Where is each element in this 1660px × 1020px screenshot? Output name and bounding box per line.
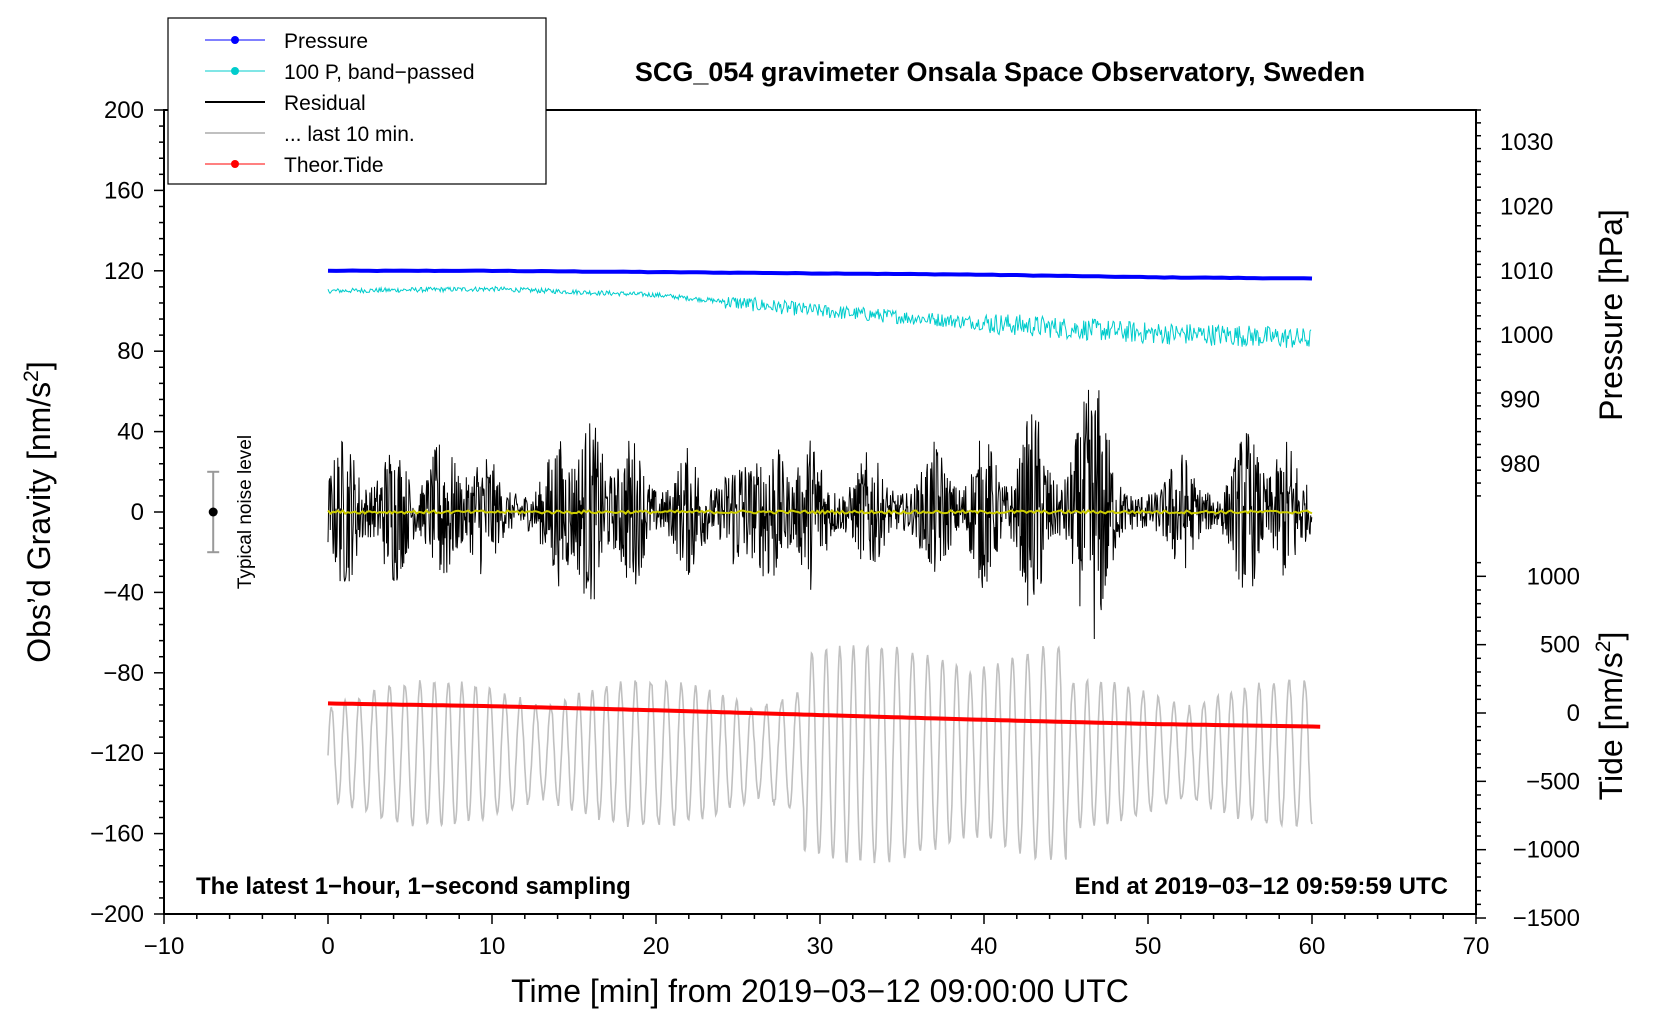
- smoothed-residual-series: [327, 509, 1313, 516]
- y-tick-label: −80: [103, 660, 144, 687]
- legend-label-last-10-min: ... last 10 min.: [284, 123, 415, 146]
- y-tick-label: 80: [117, 338, 144, 365]
- legend: Pressure 100 P, band−passed Residual ...…: [167, 17, 547, 185]
- pressure-tick-label: 1000: [1500, 322, 1553, 349]
- pressure-line: [327, 268, 1313, 281]
- last-10-min-line: [327, 644, 1313, 864]
- last-10-min-series: [327, 644, 1313, 864]
- band-passed-line: [327, 285, 1312, 348]
- legend-item-residual: Residual: [205, 92, 366, 115]
- pressure-tick-label: 990: [1500, 386, 1540, 413]
- tide-tick-label: 1000: [1527, 563, 1580, 590]
- y-tick-label: −200: [90, 901, 144, 928]
- x-tick-label: 70: [1463, 933, 1490, 960]
- y-tick-label: 0: [131, 499, 144, 526]
- legend-marker-band-passed: [231, 67, 239, 75]
- y-tick-label: 40: [117, 419, 144, 446]
- x-tick-label: 0: [321, 933, 334, 960]
- noise-center-dot: [208, 507, 218, 517]
- theor-tide-line: [327, 701, 1321, 729]
- legend-marker-pressure: [231, 36, 239, 44]
- tide-tick-label: 500: [1540, 632, 1580, 659]
- pressure-tick-label: 1030: [1500, 129, 1553, 156]
- legend-box: [167, 17, 547, 185]
- y-tick-label: −160: [90, 821, 144, 848]
- pressure-tick-label: 980: [1500, 451, 1540, 478]
- legend-item-band-passed: 100 P, band−passed: [205, 61, 475, 84]
- pressure-axis-ticks: 980 990 1000 1010 1020 1030: [1476, 109, 1553, 497]
- y-tick-label: 200: [104, 97, 144, 124]
- x-tick-label: 10: [479, 933, 506, 960]
- chart-title: SCG_054 gravimeter Onsala Space Observat…: [635, 57, 1365, 87]
- legend-label-residual: Residual: [284, 92, 366, 115]
- noise-level-label: Typical noise level: [235, 435, 256, 589]
- tide-tick-label: −500: [1526, 768, 1580, 795]
- y-tick-label: −120: [90, 740, 144, 767]
- pressure-tick-label: 1020: [1500, 193, 1553, 220]
- smoothed-residual-line: [327, 509, 1313, 516]
- legend-item-last-10-min: ... last 10 min.: [205, 123, 415, 146]
- tide-tick-label: −1500: [1513, 905, 1580, 932]
- theoretical-tide-series: [327, 701, 1321, 729]
- x-axis-label: Time [min] from 2019−03−12 09:00:00 UTC: [511, 973, 1129, 1009]
- y-axis-label-tide: Tide [nm/s2]: [1592, 632, 1629, 801]
- y-tick-label: 120: [104, 258, 144, 285]
- y-tick-label: −40: [103, 579, 144, 606]
- tide-axis-ticks: −1500 −1000 −500 0 500 1000: [1476, 561, 1580, 932]
- x-tick-label: 40: [971, 933, 998, 960]
- y-axis-label-pressure: Pressure [hPa]: [1593, 209, 1629, 421]
- legend-label-pressure: Pressure: [284, 30, 368, 53]
- pressure-series: [327, 268, 1313, 281]
- end-time-note: End at 2019−03−12 09:59:59 UTC: [1074, 873, 1448, 900]
- pressure-tick-label: 1010: [1500, 258, 1553, 285]
- noise-level-indicator: Typical noise level: [207, 435, 256, 589]
- x-tick-label: −10: [144, 933, 185, 960]
- x-tick-label: 20: [643, 933, 670, 960]
- residual-line: [327, 389, 1313, 640]
- legend-label-theor-tide: Theor.Tide: [284, 154, 384, 177]
- y-tick-label: 160: [104, 177, 144, 204]
- x-axis-ticks: −10 0 10 20 30 40 50 60 70: [144, 914, 1490, 960]
- residual-series: [327, 389, 1313, 640]
- x-tick-label: 60: [1299, 933, 1326, 960]
- y-axis-label-left: Obs’d Gravity [nm/s2]: [20, 361, 57, 663]
- x-tick-label: 30: [807, 933, 834, 960]
- legend-item-theor-tide: Theor.Tide: [205, 154, 384, 177]
- legend-label-band-passed: 100 P, band−passed: [284, 61, 475, 84]
- legend-marker-theor-tide: [231, 160, 239, 168]
- tide-tick-label: −1000: [1513, 837, 1580, 864]
- band-passed-pressure-series: [327, 285, 1312, 348]
- legend-item-pressure: Pressure: [205, 30, 368, 53]
- x-tick-label: 50: [1135, 933, 1162, 960]
- tide-tick-label: 0: [1567, 700, 1580, 727]
- sampling-note: The latest 1−hour, 1−second sampling: [196, 873, 631, 900]
- y-axis-ticks: −200 −160 −120 −80 −40 0 40 80 120 160 200: [90, 97, 164, 928]
